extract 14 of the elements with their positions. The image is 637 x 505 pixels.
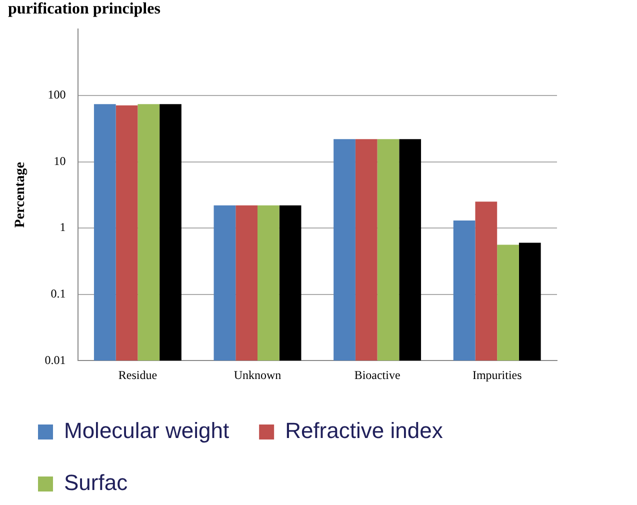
y-tick-label: 0.01 xyxy=(44,352,66,367)
x-tick-label: Bioactive xyxy=(354,368,400,382)
y-tick-label: 10 xyxy=(54,154,66,168)
y-tick-label: 0.1 xyxy=(50,286,66,300)
y-tick-label: 1 xyxy=(60,220,66,234)
chart-title: purification principles xyxy=(8,0,160,18)
legend-label: Surfac xyxy=(64,470,128,496)
x-tick-label: Unknown xyxy=(234,368,282,382)
y-tick-label: 100 xyxy=(48,88,66,102)
y-axis-title: Percentage xyxy=(13,162,28,228)
legend-label: Refractive index xyxy=(285,418,443,444)
legend-label: Molecular weight xyxy=(64,418,230,444)
x-tick-label: Residue xyxy=(118,368,158,382)
x-tick-label: Impurities xyxy=(472,368,522,382)
